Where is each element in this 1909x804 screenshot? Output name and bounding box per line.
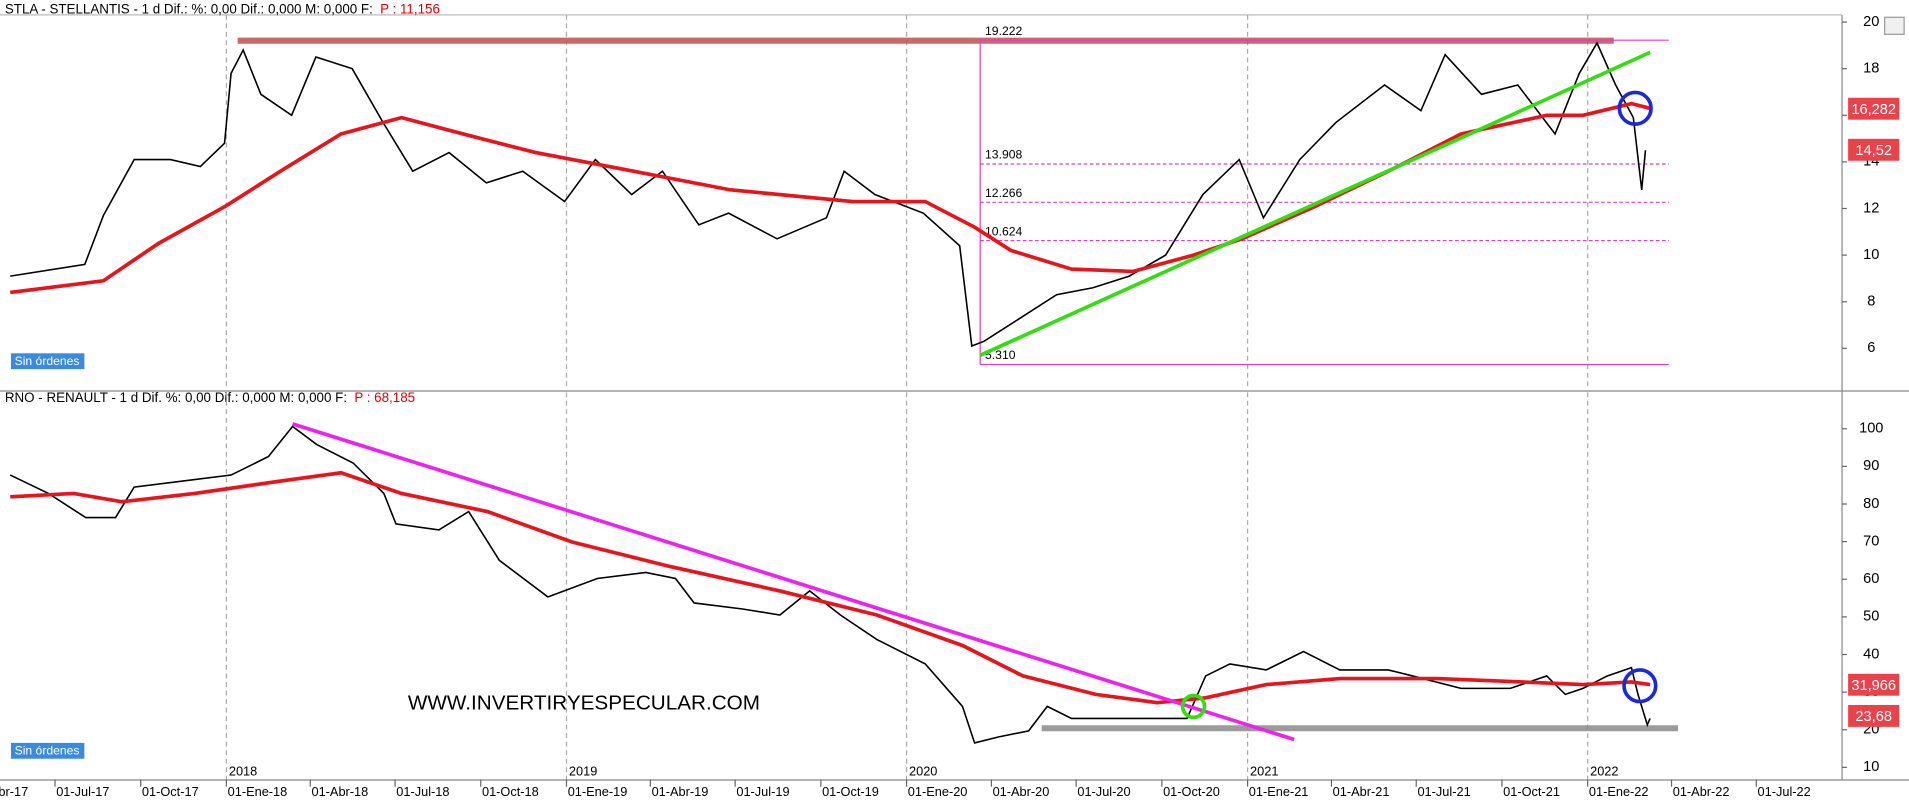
x-tick-label: 01-Abr-17 xyxy=(0,784,28,799)
status-text: Sin órdenes xyxy=(15,354,80,368)
y-tick-label: 8 xyxy=(1867,294,1875,310)
x-tick-label: 01-Oct-19 xyxy=(822,784,879,799)
y-tick-label: 50 xyxy=(1863,609,1879,625)
x-tick-label: 01-Ene-21 xyxy=(1249,784,1309,799)
x-tick-label: 01-Oct-17 xyxy=(142,784,199,799)
year-label: 2021 xyxy=(1250,763,1278,778)
x-tick-label: 01-Jul-22 xyxy=(1758,784,1811,799)
x-tick-label: 01-Jul-20 xyxy=(1077,784,1130,799)
price-tag-label: 14,52 xyxy=(1855,143,1892,159)
x-tick-label: 01-Ene-20 xyxy=(908,784,968,799)
year-label: 2022 xyxy=(1590,763,1618,778)
y-tick-label: 18 xyxy=(1863,61,1879,77)
price-line xyxy=(9,425,1651,744)
price-tag xyxy=(1848,97,1900,120)
x-tick-label: 01-Jul-18 xyxy=(396,784,449,799)
year-label: 2019 xyxy=(569,763,597,778)
x-tick-label: 01-Abr-19 xyxy=(652,784,709,799)
status-text: Sin órdenes xyxy=(15,744,80,758)
x-tick-label: 01-Jul-19 xyxy=(736,784,789,799)
y-tick-label: 20 xyxy=(1863,14,1879,30)
price-line xyxy=(10,41,1647,348)
status-badge xyxy=(10,353,85,370)
x-tick-label: 01-Jul-17 xyxy=(56,784,109,799)
level-label: 12.266 xyxy=(985,186,1022,200)
y-tick-label: 90 xyxy=(1863,458,1879,474)
y-tick-label: 60 xyxy=(1863,571,1879,587)
panel-title: RNO - RENAULT - 1 d Dif. %: 0,00 Dif.: 0… xyxy=(5,390,347,405)
level-label: 19.222 xyxy=(985,24,1022,38)
y-tick-label: 10 xyxy=(1863,247,1879,263)
x-tick-label: 01-Oct-20 xyxy=(1163,784,1220,799)
marker-circle xyxy=(1180,693,1207,720)
axes: 6810121416182016,28214,52102030405060708… xyxy=(0,14,1900,799)
price-tag xyxy=(1848,704,1900,727)
x-tick-label: 01-Oct-18 xyxy=(482,784,539,799)
moving-average xyxy=(10,470,1651,705)
price-label: P : 68,185 xyxy=(354,390,415,405)
level-label: 10.624 xyxy=(985,224,1022,238)
x-tick-label: 01-Abr-20 xyxy=(993,784,1050,799)
status-badge xyxy=(10,742,85,759)
panel-title: STLA - STELLANTIS - 1 d Dif.: %: 0,00 Di… xyxy=(5,2,373,17)
y-tick-label: 70 xyxy=(1863,533,1879,549)
x-tick-label: 01-Ene-22 xyxy=(1589,784,1649,799)
y-tick-label: 100 xyxy=(1859,421,1883,437)
price-tag-label: 23,68 xyxy=(1855,709,1892,725)
x-tick-label: 01-Abr-22 xyxy=(1673,784,1730,799)
price-tag xyxy=(1848,138,1900,161)
x-tick-label: 01-Ene-19 xyxy=(568,784,628,799)
price-tag-label: 31,966 xyxy=(1851,678,1896,694)
trend-line xyxy=(979,50,1651,357)
y-tick-label: 40 xyxy=(1863,646,1879,662)
year-label: 2020 xyxy=(909,763,937,778)
moving-average xyxy=(10,101,1651,295)
x-tick-label: 01-Abr-18 xyxy=(311,784,368,799)
x-tick-label: 01-Oct-21 xyxy=(1503,784,1560,799)
marker-circle xyxy=(1617,90,1653,126)
marker-circle xyxy=(1622,668,1658,704)
window-button[interactable] xyxy=(1884,16,1905,35)
year-label: 2018 xyxy=(229,763,257,778)
y-tick-label: 6 xyxy=(1867,340,1875,356)
watermark: WWW.INVERTIRYESPECULAR.COM xyxy=(408,691,760,714)
y-tick-label: 80 xyxy=(1863,496,1879,512)
price-label: P : 11,156 xyxy=(380,2,440,17)
y-tick-label: 10 xyxy=(1863,759,1879,775)
x-tick-label: 01-Abr-21 xyxy=(1333,784,1390,799)
price-tag-label: 16,282 xyxy=(1851,102,1896,118)
level-label: 13.908 xyxy=(985,148,1022,162)
trend-line xyxy=(292,422,1295,742)
y-tick-label: 12 xyxy=(1863,200,1879,216)
x-tick-label: 01-Ene-18 xyxy=(228,784,288,799)
panel-plot: Sin órdenes WWW.INVERTIRYESPECULAR.COM xyxy=(9,392,1679,780)
price-tag xyxy=(1848,673,1900,696)
x-tick-label: 01-Jul-21 xyxy=(1417,784,1470,799)
